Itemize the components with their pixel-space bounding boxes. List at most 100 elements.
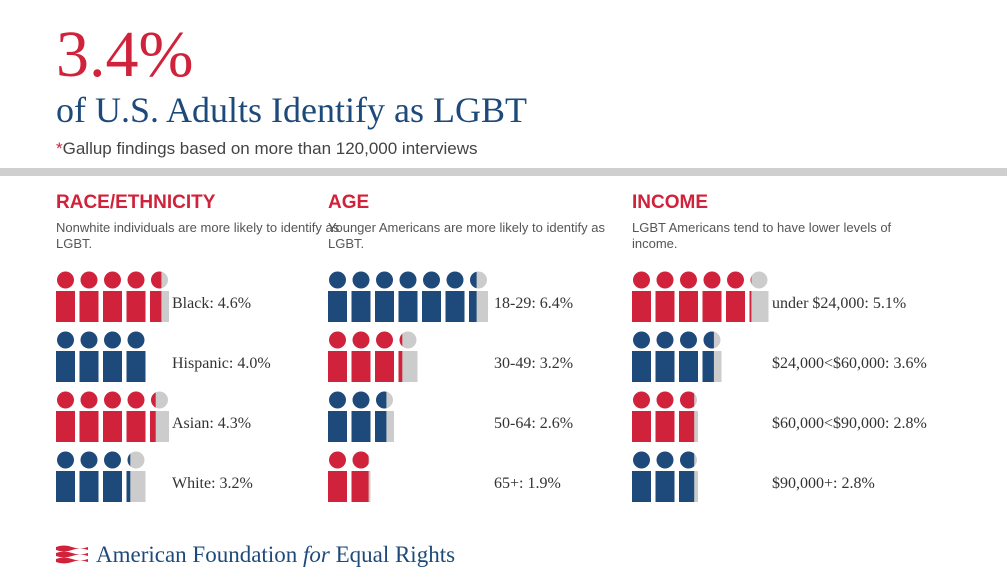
person-body xyxy=(351,291,371,322)
person-body xyxy=(103,411,122,442)
person-head xyxy=(57,391,74,409)
person-body xyxy=(375,351,394,382)
partial-person xyxy=(150,271,162,322)
person-head xyxy=(703,271,721,289)
income-panel: INCOME LGBT Americans tend to have lower… xyxy=(632,190,932,520)
person-head xyxy=(352,271,370,289)
partial-person xyxy=(679,391,695,442)
person-head xyxy=(104,271,121,289)
headline-percent: 3.4% xyxy=(56,18,194,91)
org-name-part1: American Foundation xyxy=(96,542,303,567)
data-label: 65+: 1.9% xyxy=(494,475,561,492)
icon-row xyxy=(632,391,698,442)
person-head xyxy=(376,271,393,289)
person-head xyxy=(80,331,98,349)
person-head xyxy=(633,271,650,289)
partial-person xyxy=(469,271,477,322)
person-head xyxy=(80,451,98,469)
person-head xyxy=(329,451,346,469)
person-body xyxy=(328,471,347,502)
person-body xyxy=(679,351,698,382)
icon-row xyxy=(56,331,146,382)
icon-chart xyxy=(632,271,769,502)
panel-title: INCOME xyxy=(632,192,708,213)
person-body xyxy=(632,351,651,382)
person-head xyxy=(57,331,74,349)
person-body xyxy=(126,291,146,322)
race-ethnicity-panel: RACE/ETHNICITY Nonwhite individuals are … xyxy=(56,190,356,520)
person-head xyxy=(399,331,417,349)
data-label: Asian: 4.3% xyxy=(172,415,252,432)
person-head xyxy=(399,271,417,289)
icon-row xyxy=(632,331,722,382)
person-head xyxy=(80,271,98,289)
person-head xyxy=(633,331,650,349)
divider-bar xyxy=(0,168,1007,176)
person-head xyxy=(633,451,650,469)
person-head xyxy=(127,271,145,289)
person-head xyxy=(127,331,145,349)
person-head xyxy=(57,271,74,289)
data-label: Black: 4.6% xyxy=(172,295,252,312)
data-label: $24,000<$60,000: 3.6% xyxy=(772,355,927,372)
person-head xyxy=(80,391,98,409)
person-head xyxy=(104,391,121,409)
person-head xyxy=(656,391,674,409)
panel-description: Younger Americans are more likely to ide… xyxy=(328,220,605,251)
partial-person xyxy=(749,276,752,322)
person-body xyxy=(328,291,347,322)
person-body xyxy=(655,471,675,502)
icon-row xyxy=(56,451,146,502)
person-head xyxy=(656,331,674,349)
person-body xyxy=(103,351,122,382)
person-head xyxy=(329,331,346,349)
person-head xyxy=(750,271,768,289)
partial-person xyxy=(126,453,131,502)
org-name-part2: Equal Rights xyxy=(329,542,456,567)
partial-person xyxy=(679,451,695,502)
partial-person xyxy=(351,451,369,502)
person-body xyxy=(103,471,122,502)
partial-person xyxy=(398,333,403,382)
data-label: $60,000<$90,000: 2.8% xyxy=(772,415,927,432)
person-head xyxy=(446,271,464,289)
data-label: under $24,000: 5.1% xyxy=(772,295,907,312)
person-body xyxy=(56,411,75,442)
person-body xyxy=(79,471,99,502)
org-name-for: for xyxy=(302,542,330,567)
panel-title: RACE/ETHNICITY xyxy=(56,192,216,213)
icon-chart xyxy=(328,271,488,502)
icon-row xyxy=(56,271,169,322)
person-head xyxy=(104,451,121,469)
note-asterisk: * xyxy=(56,139,63,158)
icon-row xyxy=(328,271,488,322)
person-body xyxy=(702,291,722,322)
person-body xyxy=(79,351,99,382)
source-note: *Gallup findings based on more than 120,… xyxy=(56,138,478,160)
icon-row xyxy=(632,451,698,502)
person-body xyxy=(56,471,75,502)
note-text: Gallup findings based on more than 120,0… xyxy=(62,139,478,158)
person-head xyxy=(352,331,370,349)
headline-subtitle: of U.S. Adults Identify as LGBT xyxy=(56,90,527,130)
person-body xyxy=(103,291,122,322)
person-head xyxy=(329,271,346,289)
person-head xyxy=(104,331,121,349)
person-body xyxy=(632,411,651,442)
person-head xyxy=(656,451,674,469)
person-head xyxy=(127,451,145,469)
person-body xyxy=(445,291,465,322)
age-panel: AGE Younger Americans are more likely to… xyxy=(328,190,628,520)
data-label: White: 3.2% xyxy=(172,475,253,492)
person-head xyxy=(423,271,440,289)
person-body xyxy=(655,351,675,382)
person-body xyxy=(79,291,99,322)
person-body xyxy=(655,411,675,442)
person-body xyxy=(351,351,371,382)
data-label: 50-64: 2.6% xyxy=(494,415,574,432)
flag-stripes-icon xyxy=(56,545,88,564)
person-head xyxy=(352,391,370,409)
person-body xyxy=(56,351,75,382)
person-body xyxy=(398,291,418,322)
data-label: $90,000+: 2.8% xyxy=(772,475,875,492)
